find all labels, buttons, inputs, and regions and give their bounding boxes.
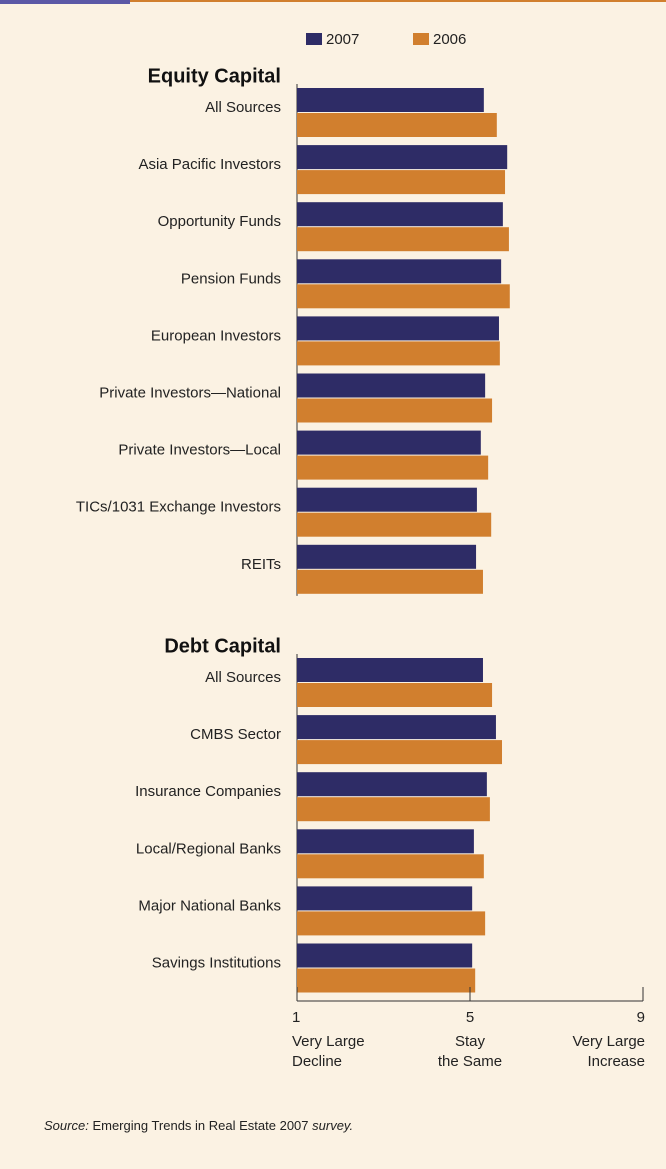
category-label: REITs bbox=[241, 556, 281, 573]
bar bbox=[297, 455, 489, 480]
bar bbox=[297, 715, 496, 740]
x-tick-caption: Very Large bbox=[292, 1033, 365, 1050]
bar bbox=[297, 170, 506, 195]
bar bbox=[297, 569, 483, 594]
bar bbox=[297, 113, 497, 137]
x-tick-caption: Very Large bbox=[572, 1033, 645, 1050]
source-label: Source: bbox=[44, 1118, 89, 1133]
x-tick-caption: Increase bbox=[587, 1053, 645, 1070]
category-label: All Sources bbox=[205, 669, 281, 686]
bar bbox=[297, 943, 473, 968]
category-label: Major National Banks bbox=[138, 897, 281, 914]
bar bbox=[297, 316, 499, 341]
category-label: Private Investors—National bbox=[99, 384, 281, 401]
bar bbox=[297, 145, 508, 170]
bar bbox=[297, 202, 503, 227]
category-label: Opportunity Funds bbox=[158, 213, 281, 230]
legend-swatch bbox=[413, 33, 429, 45]
category-label: TICs/1031 Exchange Investors bbox=[76, 499, 281, 516]
bar bbox=[297, 341, 500, 366]
bar bbox=[297, 911, 486, 936]
x-tick-caption: Decline bbox=[292, 1053, 342, 1070]
category-label: Local/Regional Banks bbox=[136, 840, 281, 857]
category-label: All Sources bbox=[205, 99, 281, 116]
bar bbox=[297, 284, 510, 309]
bar bbox=[297, 829, 474, 854]
bar bbox=[297, 259, 502, 284]
legend-label: 2007 bbox=[326, 31, 359, 48]
category-label: Private Investors—Local bbox=[118, 442, 281, 459]
x-tick-label: 5 bbox=[466, 1009, 474, 1026]
bar bbox=[297, 683, 493, 707]
source-tail: survey. bbox=[312, 1118, 353, 1133]
category-label: CMBS Sector bbox=[190, 726, 281, 743]
category-label: European Investors bbox=[151, 327, 281, 344]
group-title: Debt Capital bbox=[164, 635, 281, 657]
bar bbox=[297, 968, 476, 993]
source-text: Emerging Trends in Real Estate 2007 bbox=[92, 1118, 308, 1133]
bar bbox=[297, 658, 483, 682]
bar bbox=[297, 430, 481, 455]
x-tick-label: 9 bbox=[637, 1009, 645, 1026]
x-tick-label: 1 bbox=[292, 1009, 300, 1026]
bar bbox=[297, 797, 490, 822]
bar bbox=[297, 854, 484, 879]
legend-label: 2006 bbox=[433, 31, 466, 48]
category-label: Asia Pacific Investors bbox=[138, 156, 281, 173]
bar bbox=[297, 88, 484, 112]
legend-swatch bbox=[306, 33, 322, 45]
group-title: Equity Capital bbox=[148, 65, 281, 87]
x-tick-caption: Stay bbox=[455, 1033, 486, 1050]
source: Source: Emerging Trends in Real Estate 2… bbox=[44, 1118, 353, 1133]
bar bbox=[297, 886, 473, 911]
bar bbox=[297, 373, 486, 398]
x-tick-caption: the Same bbox=[438, 1053, 502, 1070]
bar bbox=[297, 398, 493, 423]
category-label: Insurance Companies bbox=[135, 783, 281, 800]
top-strip bbox=[0, 0, 130, 4]
top-strip bbox=[130, 0, 666, 2]
bar bbox=[297, 227, 509, 252]
category-label: Savings Institutions bbox=[152, 954, 281, 971]
bar bbox=[297, 512, 492, 537]
bar bbox=[297, 487, 477, 512]
category-label: Pension Funds bbox=[181, 270, 281, 287]
bar bbox=[297, 772, 487, 797]
bar bbox=[297, 740, 503, 765]
bar bbox=[297, 544, 477, 569]
